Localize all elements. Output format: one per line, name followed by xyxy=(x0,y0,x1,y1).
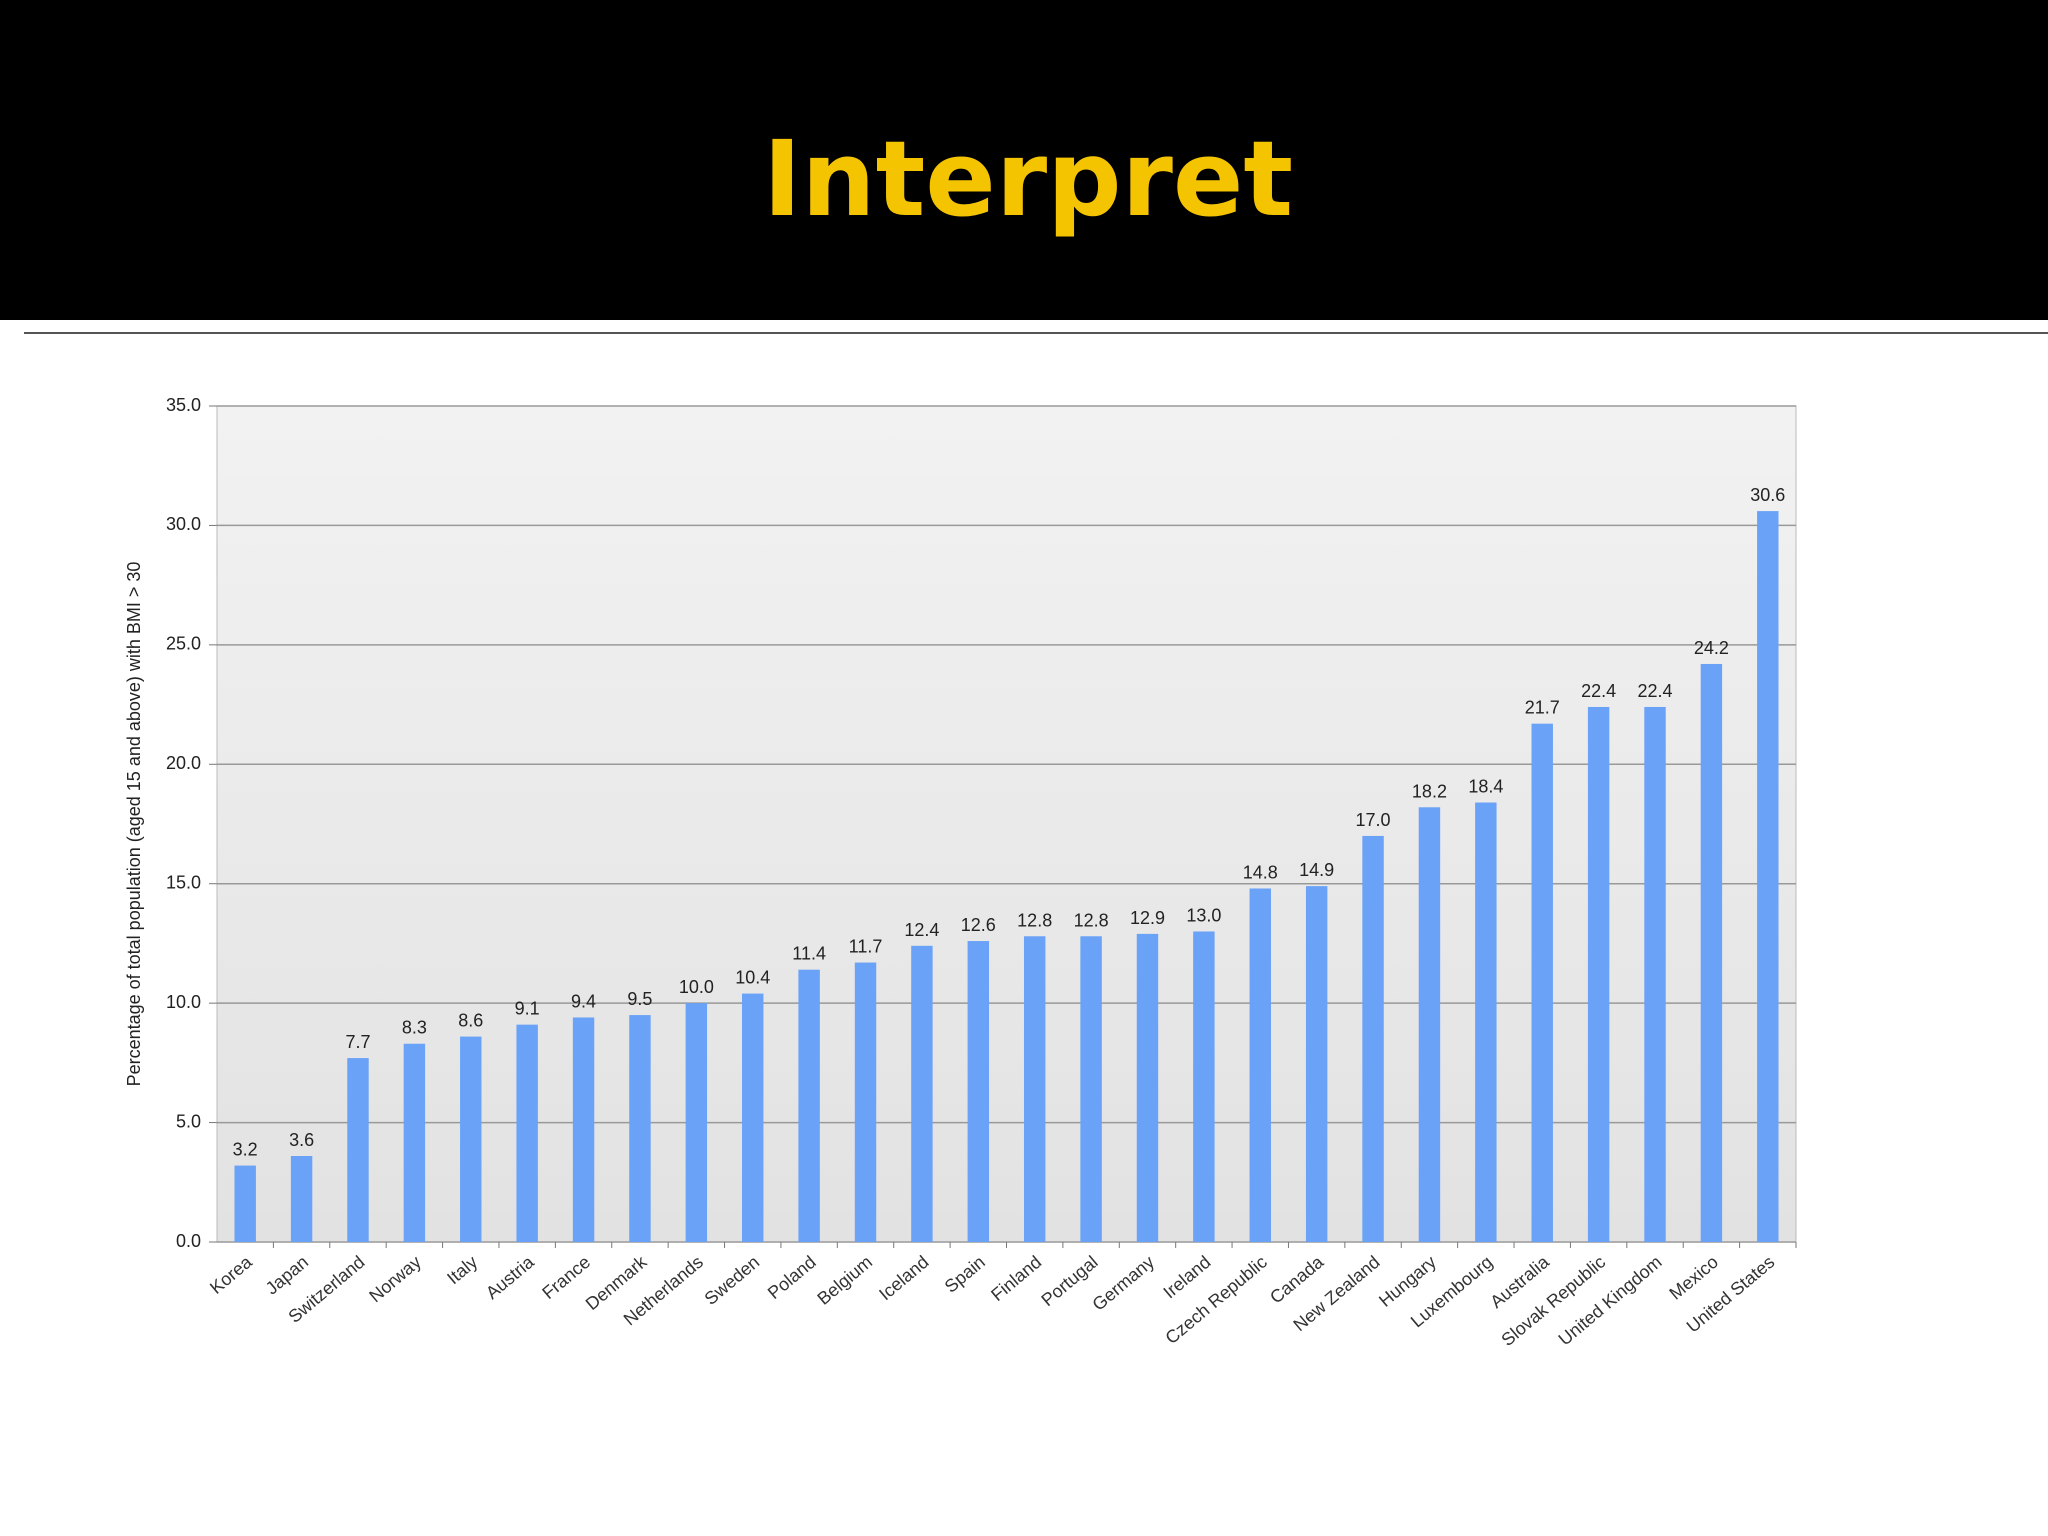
y-tick-label: 20.0 xyxy=(166,753,201,773)
x-tick-label: Poland xyxy=(764,1252,820,1303)
value-label: 11.7 xyxy=(849,937,883,957)
slide-title: Interpret xyxy=(763,118,1293,240)
value-label: 22.4 xyxy=(1637,681,1672,701)
bar xyxy=(1531,723,1553,1242)
bar xyxy=(1362,835,1384,1242)
x-tick-label: Sweden xyxy=(701,1252,764,1309)
bar xyxy=(1587,706,1610,1242)
value-label: 3.2 xyxy=(233,1140,258,1160)
value-label: 9.1 xyxy=(515,999,540,1019)
plot-area xyxy=(216,405,1797,1243)
y-tick-label: 30.0 xyxy=(166,514,201,534)
bar xyxy=(516,1024,538,1242)
value-label: 12.9 xyxy=(1130,908,1165,928)
bar xyxy=(854,962,877,1242)
bar xyxy=(1418,807,1441,1242)
bar xyxy=(1644,706,1666,1242)
value-label: 10.0 xyxy=(679,977,714,997)
header-band xyxy=(0,0,2048,320)
value-label: 3.6 xyxy=(289,1130,314,1150)
value-label: 14.9 xyxy=(1299,860,1334,880)
bar xyxy=(798,969,820,1242)
x-tick-label: Japan xyxy=(262,1252,312,1299)
bar xyxy=(967,941,990,1242)
y-tick-label: 5.0 xyxy=(176,1111,201,1131)
bar xyxy=(290,1156,313,1242)
x-tick-label: Iceland xyxy=(875,1252,932,1305)
x-tick-label: Czech Republic xyxy=(1161,1252,1270,1348)
bar xyxy=(460,1036,482,1242)
x-tick-label: Belgium xyxy=(813,1252,876,1309)
y-tick-label: 10.0 xyxy=(166,992,201,1012)
bar xyxy=(911,945,933,1242)
bar xyxy=(1136,933,1159,1242)
bar xyxy=(234,1165,256,1242)
value-label: 7.7 xyxy=(345,1032,370,1052)
value-label: 8.3 xyxy=(402,1018,427,1038)
y-axis-label: Percentage of total population (aged 15 … xyxy=(124,562,144,1087)
y-tick-label: 0.0 xyxy=(176,1231,201,1251)
x-tick-label: Spain xyxy=(941,1252,989,1297)
value-label: 12.6 xyxy=(961,915,996,935)
value-label: 12.8 xyxy=(1074,910,1109,930)
y-tick-label: 15.0 xyxy=(166,872,201,892)
bar xyxy=(572,1017,595,1242)
value-label: 9.5 xyxy=(627,989,652,1009)
bar xyxy=(347,1058,369,1242)
bar xyxy=(742,993,764,1242)
value-label: 13.0 xyxy=(1186,905,1221,925)
bar xyxy=(629,1015,651,1242)
x-tick-label: Korea xyxy=(206,1251,256,1298)
value-label: 12.8 xyxy=(1017,910,1052,930)
value-label: 24.2 xyxy=(1694,638,1729,658)
value-label: 8.6 xyxy=(458,1011,483,1031)
x-tick-label: Norway xyxy=(365,1252,425,1307)
bar xyxy=(1475,802,1497,1242)
bar xyxy=(1249,888,1271,1242)
bar xyxy=(1305,886,1328,1242)
value-label: 22.4 xyxy=(1581,681,1616,701)
bar xyxy=(1757,511,1779,1242)
bar xyxy=(1700,663,1723,1242)
x-tick-label: Finland xyxy=(987,1252,1045,1305)
y-tick-label: 35.0 xyxy=(166,395,201,415)
x-tick-label: Slovak Republic xyxy=(1497,1252,1609,1350)
value-label: 18.2 xyxy=(1412,781,1447,801)
bar xyxy=(1080,936,1102,1242)
value-label: 21.7 xyxy=(1525,698,1560,718)
bar xyxy=(685,1003,708,1242)
value-label: 10.4 xyxy=(735,968,770,988)
x-tick-label: Austria xyxy=(482,1251,539,1303)
value-label: 9.4 xyxy=(571,991,596,1011)
value-label: 17.0 xyxy=(1356,810,1391,830)
bar xyxy=(1193,931,1215,1242)
value-label: 30.6 xyxy=(1750,485,1785,505)
value-label: 11.4 xyxy=(792,944,826,964)
bar xyxy=(1023,936,1046,1242)
bar xyxy=(403,1043,426,1242)
value-label: 18.4 xyxy=(1468,777,1503,797)
x-tick-label: Germany xyxy=(1088,1252,1158,1315)
x-tick-label: United Kingdom xyxy=(1555,1252,1666,1350)
x-tick-label: Italy xyxy=(443,1252,481,1289)
y-tick-label: 25.0 xyxy=(166,634,201,654)
value-label: 12.4 xyxy=(904,920,939,940)
value-label: 14.8 xyxy=(1243,862,1278,882)
